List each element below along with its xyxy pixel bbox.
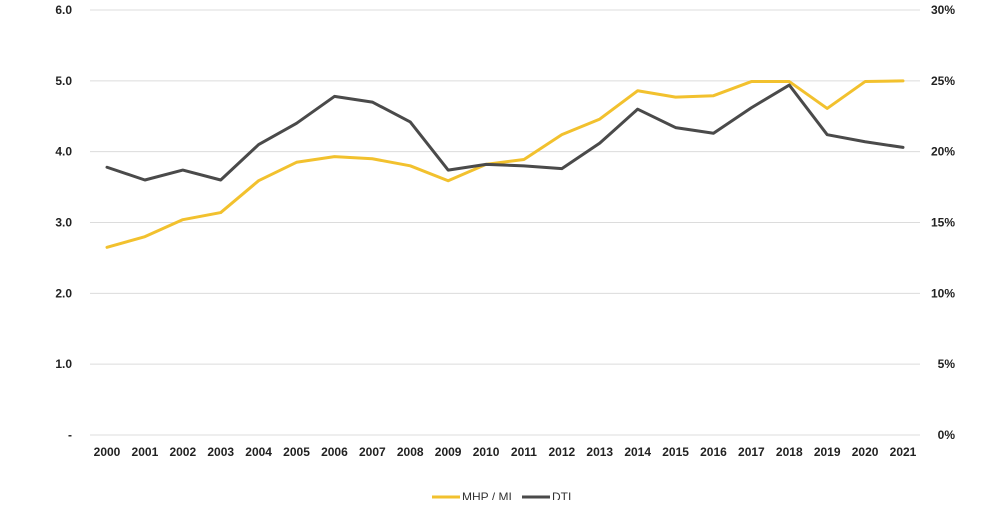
x-tick-label-2019: 2019	[814, 445, 841, 459]
data-point-dti-2015	[674, 126, 677, 129]
left-tick-label-5: 5.0	[55, 74, 72, 88]
data-point-dti-2019	[826, 133, 829, 136]
x-tick-label-2010: 2010	[473, 445, 500, 459]
data-point-dti-2004	[257, 143, 260, 146]
data-point-mhp-mi-2020	[864, 80, 867, 83]
data-point-dti-2005	[295, 122, 298, 125]
data-point-dti-2018	[788, 84, 791, 87]
data-point-dti-2008	[409, 120, 412, 123]
data-point-dti-2006	[333, 95, 336, 98]
data-point-mhp-mi-2007	[371, 157, 374, 160]
left-tick-label-1: 1.0	[55, 357, 72, 371]
x-tick-label-2004: 2004	[245, 445, 272, 459]
x-tick-label-2011: 2011	[511, 445, 537, 459]
x-tick-label-2013: 2013	[586, 445, 613, 459]
data-point-mhp-mi-2015	[674, 96, 677, 99]
series-lines	[105, 79, 905, 249]
x-tick-label-2014: 2014	[624, 445, 651, 459]
x-axis: 2000 2001 2002 2003 2004 2005 2006 2007 2008 2009…	[94, 445, 917, 459]
data-point-mhp-mi-2021	[902, 79, 905, 82]
x-tick-label-2020: 2020	[852, 445, 879, 459]
left-y-axis: - 1.0 2.0 3.0 4.0 5.0 6.0	[55, 3, 72, 442]
data-point-dti-2021	[902, 146, 905, 149]
gridlines	[90, 9, 920, 436]
data-point-mhp-mi-2005	[295, 161, 298, 164]
left-tick-label-3: 3.0	[55, 216, 72, 230]
x-tick-label-2021: 2021	[890, 445, 917, 459]
x-tick-label-2006: 2006	[321, 445, 348, 459]
data-point-mhp-mi-2009	[447, 179, 450, 182]
left-tick-label-6: 6.0	[55, 3, 72, 17]
series-line-dti	[105, 83, 905, 182]
data-point-dti-2017	[750, 106, 753, 109]
x-tick-label-2015: 2015	[662, 445, 689, 459]
data-point-dti-2020	[864, 140, 867, 143]
data-point-dti-2012	[560, 167, 563, 170]
data-point-dti-2001	[143, 179, 146, 182]
x-tick-label-2000: 2000	[94, 445, 121, 459]
data-point-mhp-mi-2006	[333, 155, 336, 158]
data-point-mhp-mi-2017	[750, 80, 753, 83]
left-tick-label-2: 2.0	[55, 286, 72, 300]
legend-label-dti: DTI	[552, 490, 571, 500]
data-point-dti-2007	[371, 101, 374, 104]
data-point-dti-2000	[106, 166, 109, 169]
x-tick-label-2016: 2016	[700, 445, 727, 459]
data-point-mhp-mi-2013	[598, 118, 601, 121]
left-tick-label-4: 4.0	[55, 145, 72, 159]
legend: MHP / MI DTI	[432, 490, 571, 504]
data-point-dti-2003	[219, 179, 222, 182]
legend-label-mhp-mi: MHP / MI	[462, 490, 512, 500]
data-point-mhp-mi-2001	[143, 235, 146, 238]
data-point-dti-2011	[522, 164, 525, 167]
x-tick-label-2008: 2008	[397, 445, 424, 459]
data-point-mhp-mi-2018	[788, 80, 791, 83]
data-point-mhp-mi-2000	[106, 246, 109, 249]
data-point-dti-2002	[181, 169, 184, 172]
data-point-dti-2009	[447, 169, 450, 172]
data-point-mhp-mi-2003	[219, 211, 222, 214]
right-tick-label-6: 30%	[931, 3, 955, 17]
right-tick-label-3: 15%	[931, 216, 955, 230]
data-point-mhp-mi-2016	[712, 94, 715, 97]
x-tick-label-2002: 2002	[169, 445, 196, 459]
data-point-mhp-mi-2011	[522, 158, 525, 161]
data-point-mhp-mi-2014	[636, 89, 639, 92]
x-tick-label-2003: 2003	[207, 445, 234, 459]
x-tick-label-2012: 2012	[549, 445, 576, 459]
data-point-mhp-mi-2002	[181, 218, 184, 221]
x-tick-label-2001: 2001	[132, 445, 159, 459]
x-tick-label-2017: 2017	[738, 445, 765, 459]
x-tick-label-2007: 2007	[359, 445, 386, 459]
series-line-mhp-mi	[105, 79, 905, 249]
data-point-dti-2016	[712, 132, 715, 135]
data-point-mhp-mi-2012	[560, 133, 563, 136]
x-tick-label-2005: 2005	[283, 445, 310, 459]
x-tick-label-2009: 2009	[435, 445, 462, 459]
right-tick-label-4: 20%	[931, 145, 955, 159]
data-point-mhp-mi-2008	[409, 164, 412, 167]
right-tick-label-1: 5%	[938, 357, 956, 371]
data-point-mhp-mi-2004	[257, 179, 260, 182]
data-point-dti-2010	[485, 163, 488, 166]
right-y-axis: 0% 5% 10% 15% 20% 25% 30%	[931, 3, 955, 442]
data-point-dti-2013	[598, 142, 601, 145]
left-tick-label-0: -	[68, 428, 72, 442]
right-tick-label-2: 10%	[931, 286, 955, 300]
x-tick-label-2018: 2018	[776, 445, 803, 459]
data-point-dti-2014	[636, 108, 639, 111]
right-tick-label-5: 25%	[931, 74, 955, 88]
data-point-mhp-mi-2019	[826, 107, 829, 110]
right-tick-label-0: 0%	[938, 428, 956, 442]
